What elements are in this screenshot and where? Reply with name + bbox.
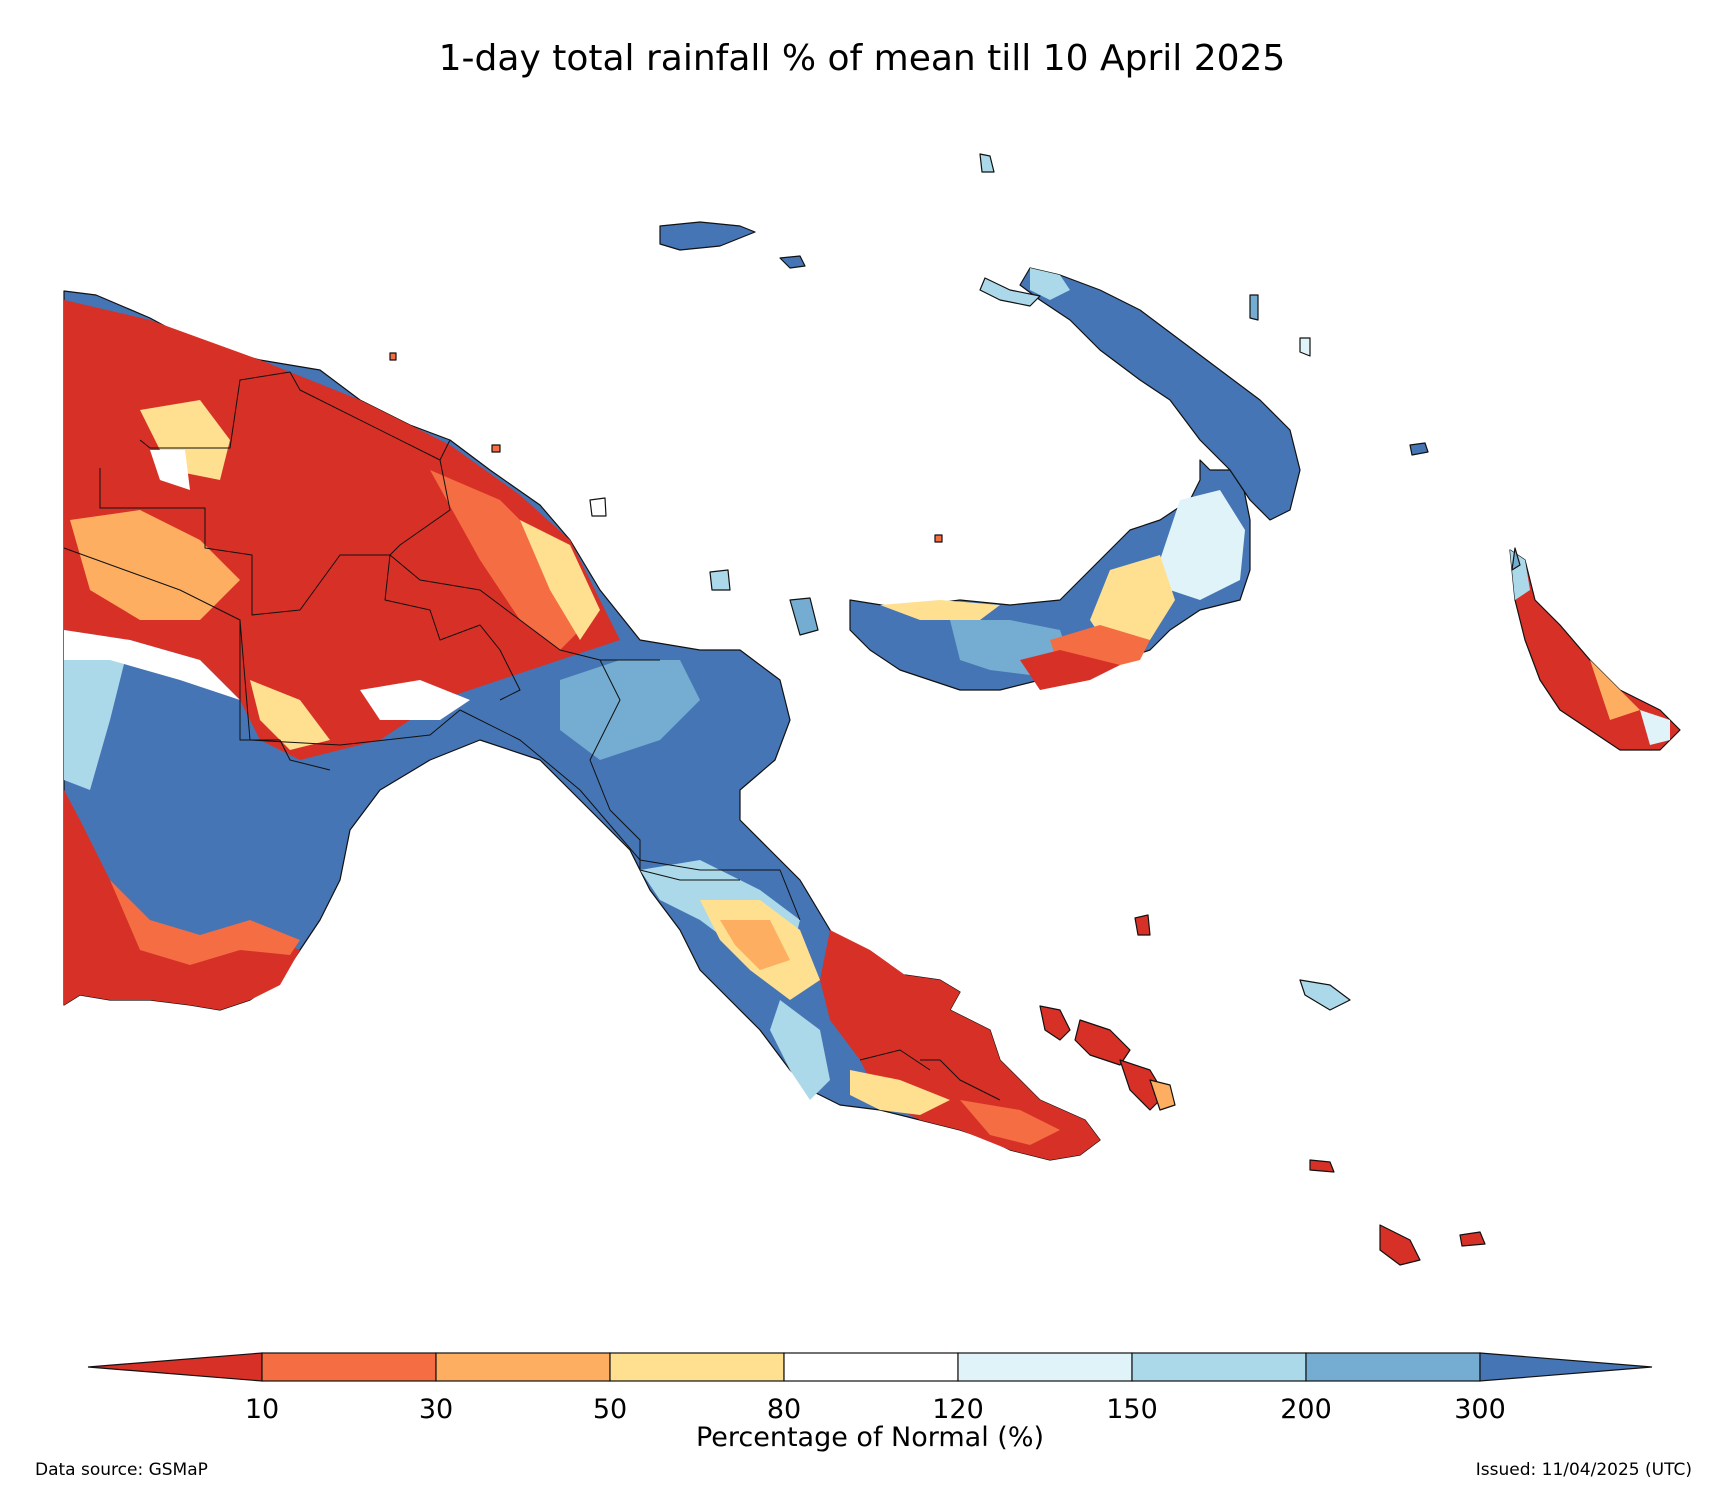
manus-island	[659, 221, 756, 251]
legend-bin-120-150	[957, 1352, 1133, 1382]
color-legend: 10 30 50 80 120 150 200 300 Percentage o…	[87, 1352, 1653, 1453]
legend-bin-80-120	[783, 1352, 959, 1382]
legend-tick-300: 300	[1454, 1394, 1506, 1425]
legend-tick-10: 10	[245, 1394, 279, 1425]
legend-extend-high	[1479, 1352, 1653, 1382]
legend-tick-80: 80	[767, 1394, 801, 1425]
new-ireland	[1019, 267, 1301, 521]
legend-bin-50-80	[609, 1352, 785, 1382]
data-source: Data source: GSMaP	[35, 1460, 208, 1480]
new-hanover	[979, 277, 1041, 307]
legend-tick-200: 200	[1280, 1394, 1332, 1425]
legend-extend-low	[87, 1352, 263, 1382]
south-west-dry-zone	[64, 790, 300, 1010]
legend-label: Percentage of Normal (%)	[696, 1422, 1044, 1453]
south-east-dry-zone	[820, 930, 1100, 1160]
legend-bin-200-300	[1305, 1352, 1481, 1382]
issued-date: Issued: 11/04/2025 (UTC)	[1475, 1460, 1692, 1480]
map-title: 1-day total rainfall % of mean till 10 A…	[438, 38, 1286, 79]
legend-tick-30: 30	[419, 1394, 453, 1425]
legend-tick-50: 50	[593, 1394, 627, 1425]
legend-tick-150: 150	[1106, 1394, 1158, 1425]
legend-bin-150-200	[1131, 1352, 1307, 1382]
legend-tick-120: 120	[932, 1394, 984, 1425]
milne-bay-islands	[1039, 1005, 1071, 1041]
legend-bin-30-50	[435, 1352, 611, 1382]
legend-bin-10-30	[261, 1352, 437, 1382]
rainfall-map	[63, 153, 1681, 1266]
